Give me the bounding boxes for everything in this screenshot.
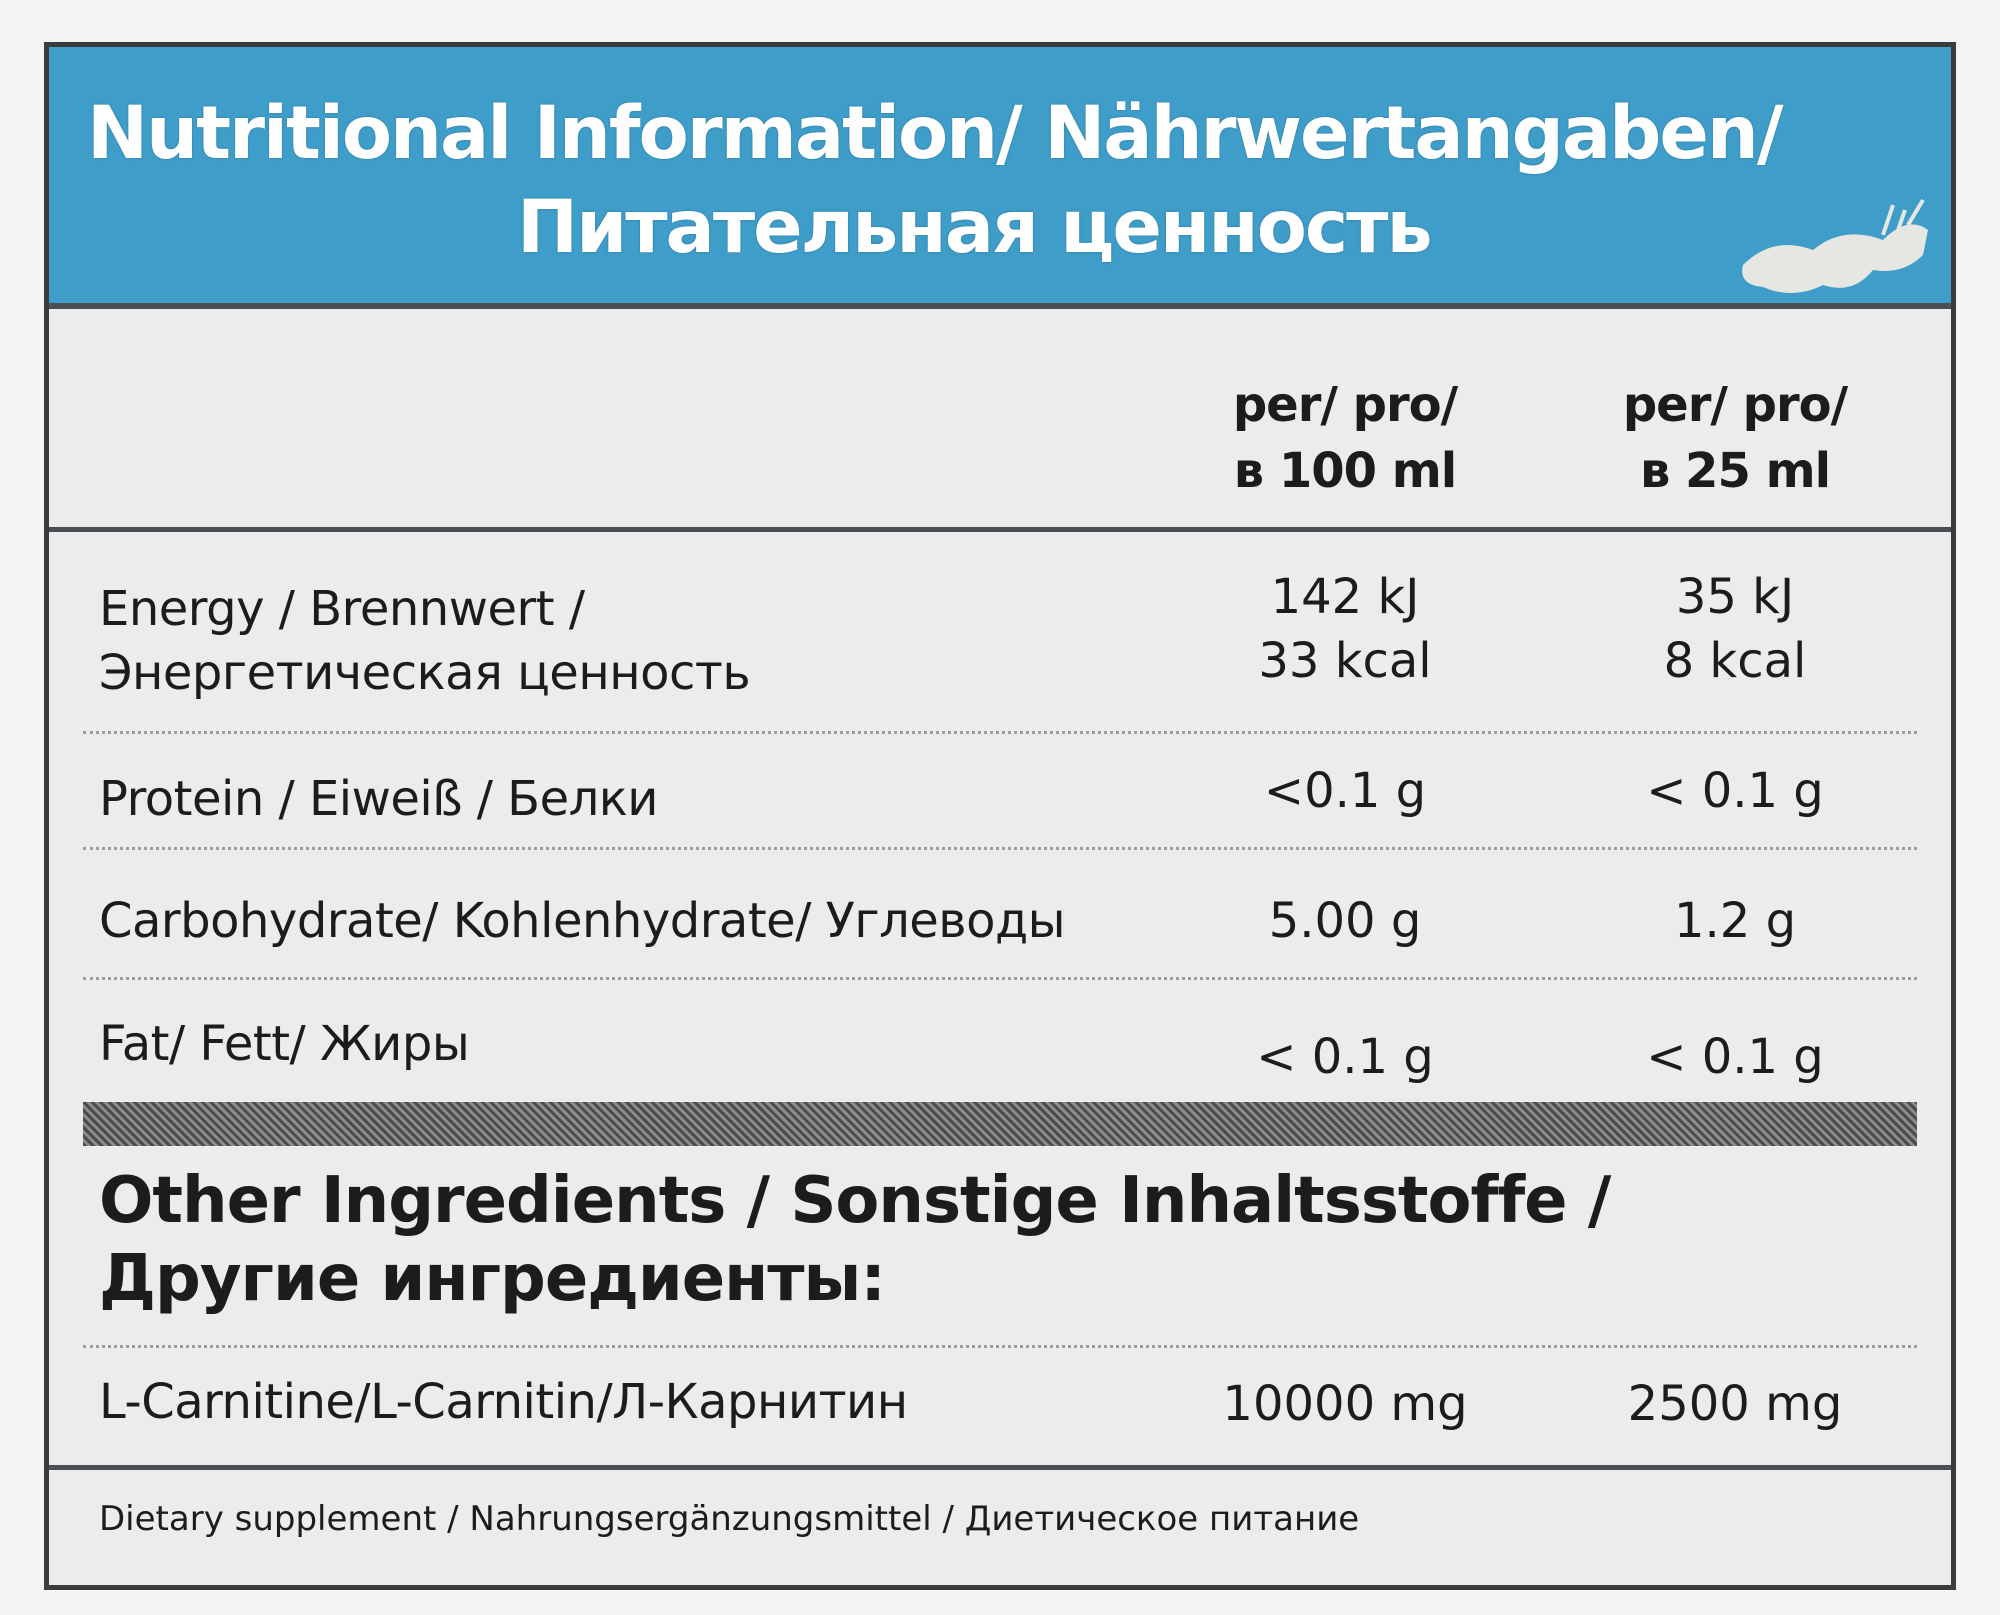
- splash-decoration-icon: [1742, 198, 1928, 294]
- row-divider: [83, 847, 1917, 850]
- column-header-per-100ml: per/ pro/ в 100 ml: [1232, 377, 1458, 499]
- header-title-line1: Nutritional Information/ Nährwertangaben…: [87, 91, 1784, 176]
- nutrition-label-panel: Nutritional Information/ Nährwertangaben…: [44, 42, 1956, 1590]
- value-l-carnitine-per-100ml: 10000 mg: [1222, 1376, 1468, 1432]
- value-fat-per-25ml: < 0.1 g: [1646, 1029, 1824, 1085]
- value-protein-per-25ml: < 0.1 g: [1646, 763, 1824, 819]
- row-label-protein: Protein / Eiweiß / Белки: [99, 771, 658, 827]
- row-divider: [83, 977, 1917, 980]
- row-divider: [83, 1345, 1917, 1348]
- column-header-per-25ml: per/ pro/ в 25 ml: [1622, 377, 1848, 499]
- header-title-line2: Питательная ценность: [517, 185, 1433, 270]
- value-protein-per-100ml: <0.1 g: [1263, 763, 1427, 819]
- row-label-fat: Fat/ Fett/ Жиры: [99, 1016, 470, 1072]
- row-divider: [83, 731, 1917, 734]
- value-carbohydrate-per-25ml: 1.2 g: [1673, 893, 1797, 949]
- row-label-carbohydrate: Carbohydrate/ Kohlenhydrate/ Углеводы: [99, 893, 1066, 949]
- other-ingredients-title: Other Ingredients / Sonstige Inhaltsstof…: [99, 1164, 1611, 1316]
- value-energy-per-25ml: 35 kJ 8 kcal: [1663, 569, 1807, 689]
- divider: [49, 1465, 1951, 1470]
- value-carbohydrate-per-100ml: 5.00 g: [1268, 893, 1422, 949]
- footer-dietary-note: Dietary supplement / Nahrungsergänzungsm…: [99, 1499, 1360, 1539]
- value-l-carnitine-per-25ml: 2500 mg: [1627, 1376, 1843, 1432]
- hatched-separator: [83, 1102, 1917, 1146]
- row-label-l-carnitine: L-Carnitine/L-Carnitin/Л-Карнитин: [99, 1374, 908, 1430]
- value-energy-per-100ml: 142 kJ 33 kcal: [1258, 569, 1432, 689]
- value-fat-per-100ml: < 0.1 g: [1256, 1029, 1434, 1085]
- divider: [49, 527, 1951, 532]
- header-banner: Nutritional Information/ Nährwertangaben…: [49, 47, 1951, 309]
- row-label-energy: Energy / Brennwert / Энергетическая ценн…: [99, 581, 751, 701]
